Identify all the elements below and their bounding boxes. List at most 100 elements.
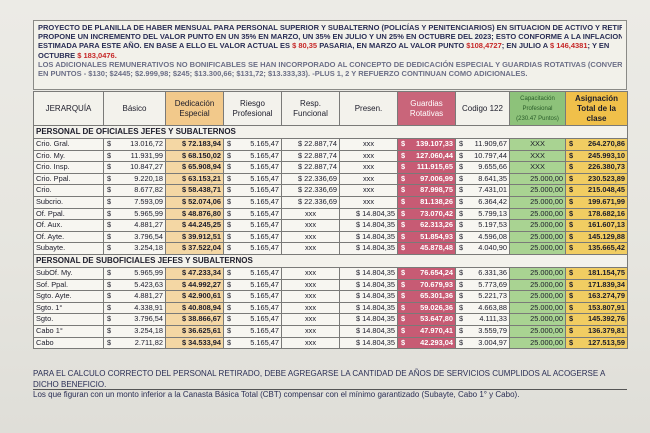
currency-sign: $ [227,325,232,335]
cell-col-9: $163.274,79 [565,290,628,303]
amount: 161.607,13 [588,220,625,230]
cell-col-7: $4.596,08 [455,230,510,244]
currency-sign: $ [401,196,406,206]
intro-line-2: PROPONE UN INCREMENTO DEL VALOR PUNTO EN… [38,32,622,42]
cell-col-6: $70.679,93 [397,278,456,292]
cell-col-3: $5.165,47 [223,313,282,326]
cell-col-6: $73.070,42 [397,207,456,221]
amount: 171.839,34 [588,279,625,289]
cell-col-2: $ 48.876,80 [165,207,224,221]
amount: 76.654,24 [420,267,453,277]
cell-col-2: $ 40.808,94 [165,301,224,315]
currency-sign: $ [401,302,406,312]
amount: 264.270,86 [588,139,625,148]
header-riesgo: Riesgo Profesional [223,91,282,126]
cell-col-8: XXX [509,161,566,174]
cell-col-6: $127.060,44 [397,149,456,163]
money-value: $5.965,99 [106,267,163,278]
amount: 5.165,47 [250,150,279,160]
currency-sign: $ [569,150,574,160]
cell-col-8: 25.000,00 [509,324,566,338]
cell-col-1: $9.220,18 [103,172,166,186]
table-row: Cabo $2.711,82 $ 34.533,94 $5.165,47 xxx $ 14… [33,336,628,350]
amount: 145.129,88 [588,231,625,241]
money-value: $3.796,54 [106,232,163,242]
currency-sign: $ [569,173,574,183]
amount: 51.854,93 [420,231,453,241]
cell-col-2: $ 65.908,94 [165,161,224,174]
money-value: $5.165,47 [226,302,279,313]
cell-col-1: $13.016,72 [103,138,166,151]
table-row: Subayte. $3.254,18 $ 37.522,04 $5.165,47 xxx… [33,242,628,255]
section-title: PERSONAL DE SUBOFICIALES JEFES Y SUBALTE… [33,253,628,268]
footer-divider [33,389,627,390]
currency-sign: $ [569,139,574,148]
currency-sign: $ [107,150,112,160]
currency-sign: $ [227,139,232,148]
currency-sign: $ [401,267,406,277]
table-row: Crio. $8.677,82 $ 58.438,71 $5.165,47 $ 22.3… [33,184,628,197]
currency-sign: $ [401,243,406,253]
amount: 4.111,33 [479,314,507,324]
currency-sign: $ [401,150,406,160]
header-capacitacion: Capacitación Profesional (230.47 Puntos) [509,91,566,126]
intro-line-5: LOS ADICIONALES REMUNERATIVOS NO BONIFIC… [38,59,622,69]
currency-sign: $ [227,302,232,312]
money-value: $5.165,47 [226,338,279,348]
cell-col-3: $5.165,47 [223,161,282,174]
cell-col-3: $5.165,47 [223,278,282,292]
amount: 2.711,82 [134,337,163,347]
amount: 127.060,44 [416,150,453,160]
cell-col-7: $3.004,97 [455,336,510,350]
table-row: Of. Aux. $4.881,27 $ 44.245,25 $5.165,47 xxx… [33,219,628,232]
money-value: $171.839,34 [568,279,625,290]
currency-sign: $ [569,220,574,230]
money-value: $73.070,42 [400,209,453,219]
cell-col-1: $5.965,99 [103,207,166,221]
money-value: $4.596,08 [458,232,507,242]
money-value: $5.197,53 [458,221,507,231]
amount: 3.254,18 [134,325,163,335]
currency-sign: $ [401,162,406,172]
money-value: $65.301,36 [400,292,453,302]
money-value: $5.165,47 [226,197,279,207]
cell-col-0: Subayte. [33,242,104,255]
cell-col-6: $81.138,26 [397,195,456,209]
amount: 3.004,97 [478,337,507,347]
money-value: $111.915,65 [400,162,453,173]
amount: 127.513,59 [588,337,625,347]
cell-col-6: $62.313,26 [397,219,456,232]
currency-sign: $ [227,279,232,289]
amount: 4.338,91 [134,302,163,312]
cell-col-5: $ 14.804,35 [339,207,398,221]
money-value: $245.993,10 [568,150,625,161]
cell-col-5: $ 14.804,35 [339,324,398,338]
amount: 42.293,04 [420,337,453,347]
money-value: $3.254,18 [106,244,163,254]
amount: 87.998,75 [420,185,453,195]
intro-line-1: PROYECTO DE PLANILLA DE HABER MENSUAL PA… [38,23,622,32]
cell-col-5: xxx [339,172,398,186]
valor-julio: $ 146,4381 [549,41,588,51]
money-value: $3.254,18 [106,325,163,336]
cell-col-7: $4.040,90 [455,242,510,255]
cell-col-2: $ 47.233,34 [165,266,224,280]
amount: 153.807,91 [588,302,625,312]
cell-col-8: 25.000,00 [509,195,566,209]
cell-col-1: $4.881,27 [103,290,166,303]
cell-col-0: Of. Ppal. [33,207,104,221]
amount: 5.165,47 [250,267,279,277]
amount: 5.165,47 [250,231,279,241]
currency-sign: $ [107,267,112,277]
money-value: $13.016,72 [106,139,163,149]
cell-col-8: 25.000,00 [509,266,566,280]
cell-col-7: $3.559,79 [455,324,510,338]
currency-sign: $ [227,208,232,218]
money-value: $139.107,33 [400,139,453,149]
currency-sign: $ [459,196,464,206]
cell-col-4: $ 22.336,69 [281,184,340,197]
cell-col-7: $6.331,36 [455,266,510,280]
money-value: $5.773,69 [458,280,507,290]
cell-col-7: $8.641,35 [455,172,510,186]
amount: 5.165,47 [250,291,279,301]
